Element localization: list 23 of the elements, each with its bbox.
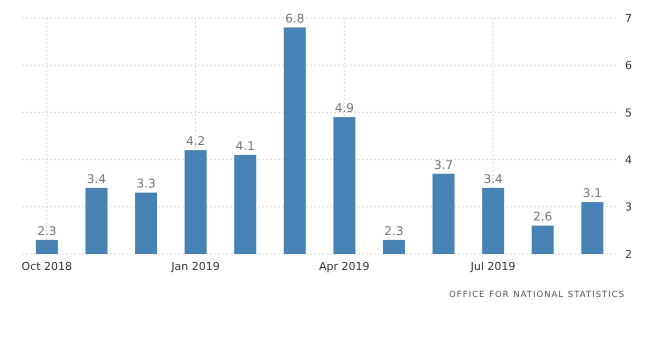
x-tick-label: Oct 2018 [22, 260, 72, 273]
x-tick-label: Apr 2019 [319, 260, 370, 273]
x-tick-label: Jan 2019 [170, 260, 220, 273]
data-label: 6.8 [285, 11, 304, 26]
y-tick-label: 6 [625, 59, 632, 72]
data-label: 2.3 [384, 224, 404, 238]
y-tick-label: 4 [625, 154, 632, 167]
data-label: 4.2 [186, 134, 206, 148]
data-label: 3.4 [86, 172, 106, 186]
data-label: 3.3 [136, 176, 156, 191]
y-tick-label: 2 [625, 248, 632, 261]
x-tick-label: Jul 2019 [470, 260, 516, 273]
y-tick-label: 7 [625, 12, 632, 25]
data-label: 4.1 [236, 138, 255, 153]
y-tick-label: 5 [625, 106, 632, 120]
data-label: 2.6 [533, 210, 552, 224]
data-label: 3.4 [484, 172, 503, 186]
data-label: 3.7 [434, 158, 454, 172]
data-label: 3.1 [582, 186, 602, 200]
data-label: 2.3 [37, 224, 56, 238]
data-label: 4.9 [334, 101, 354, 116]
text: OFFICE FOR NATIONAL STATISTICS [449, 290, 625, 300]
y-tick-label: 3 [625, 200, 632, 214]
